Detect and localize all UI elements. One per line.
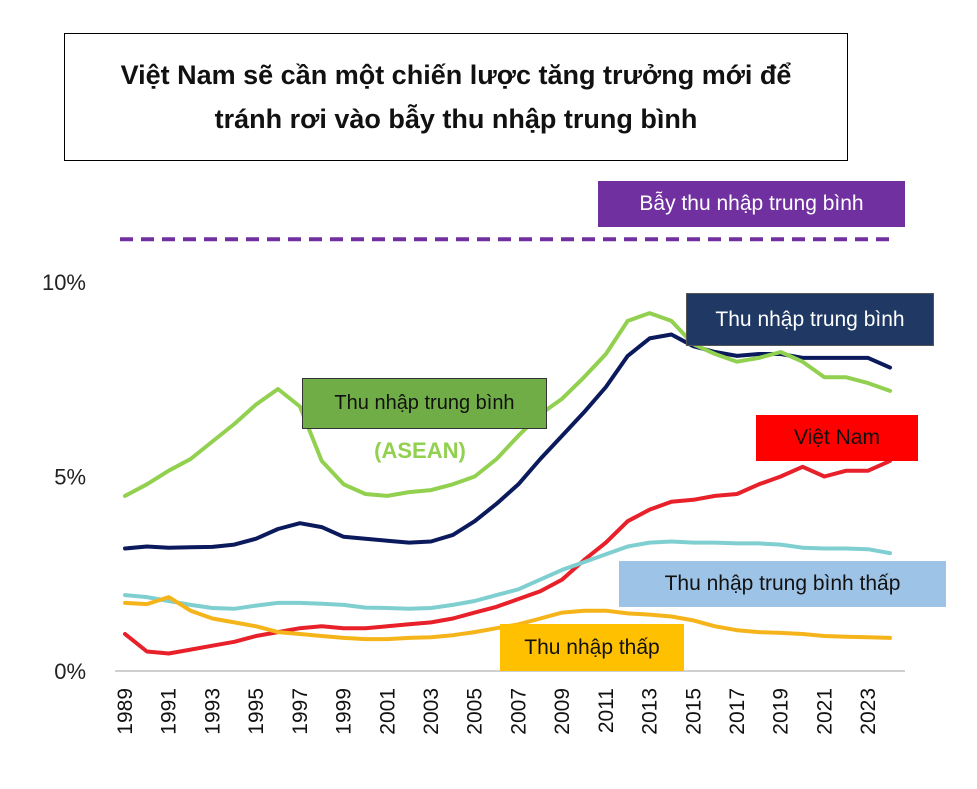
x-tick-label: 1991 [158, 688, 181, 735]
x-tick-label: 2007 [507, 688, 530, 735]
series-line-lower-middle [123, 539, 892, 611]
asean-sublabel: (ASEAN) [340, 434, 500, 468]
series-line-vietnam [123, 458, 892, 656]
x-tick-label: 2001 [376, 688, 399, 735]
low-income-label: Thu nhập thấp [500, 624, 684, 671]
y-tick-label: 0% [54, 659, 86, 684]
asean-label: Thu nhập trung bình [302, 378, 547, 429]
y-tick-label: 5% [54, 465, 86, 490]
vietnam-label-text: Việt Nam [794, 426, 880, 449]
x-tick-label: 1995 [245, 688, 268, 735]
x-tick-label: 2011 [595, 688, 618, 733]
x-tick-label: 2021 [813, 688, 836, 735]
asean-label-text: Thu nhập trung bình [334, 392, 515, 414]
series-line-middle [123, 332, 892, 551]
asean-sublabel-text: (ASEAN) [374, 438, 466, 463]
series-line-asean [123, 311, 892, 498]
x-tick-label: 1993 [201, 688, 224, 735]
middle-income-label-text: Thu nhập trung bình [715, 307, 905, 331]
x-tick-label: 2023 [857, 688, 880, 735]
lower-middle-income-label: Thu nhập trung bình thấp [619, 561, 946, 607]
x-tick-label: 2015 [682, 688, 705, 735]
x-tick-label: 1989 [114, 688, 137, 735]
chart-title-line-2: tránh rơi vào bẫy thu nhập trung bình [214, 104, 698, 134]
y-tick-labels: 10% 5% 0% [42, 270, 86, 684]
x-tick-label: 2009 [551, 688, 574, 735]
low-income-label-text: Thu nhập thấp [524, 635, 660, 659]
x-tick-label: 1997 [289, 688, 312, 735]
lower-middle-income-label-text: Thu nhập trung bình thấp [664, 572, 901, 595]
middle-income-label: Thu nhập trung bình [686, 293, 934, 346]
x-tick-labels: 1989 1991 1993 1995 1997 1999 2001 2003 2005 2007… [114, 688, 880, 735]
x-tick-label: 2003 [420, 688, 443, 735]
trap-label-text: Bẫy thu nhập trung bình [639, 192, 864, 215]
x-tick-label: 2005 [464, 688, 487, 735]
chart-title-line-1: Việt Nam sẽ cần một chiến lược tăng trưở… [120, 60, 792, 90]
vietnam-label: Việt Nam [756, 415, 918, 461]
x-tick-label: 2019 [770, 688, 793, 735]
x-tick-label: 2017 [726, 688, 749, 735]
trap-label: Bẫy thu nhập trung bình [598, 181, 905, 227]
y-tick-label: 10% [42, 270, 86, 295]
x-tick-label: 2013 [639, 688, 662, 735]
x-tick-label: 1999 [333, 688, 356, 735]
chart-title: Việt Nam sẽ cần một chiến lược tăng trưở… [64, 33, 848, 161]
